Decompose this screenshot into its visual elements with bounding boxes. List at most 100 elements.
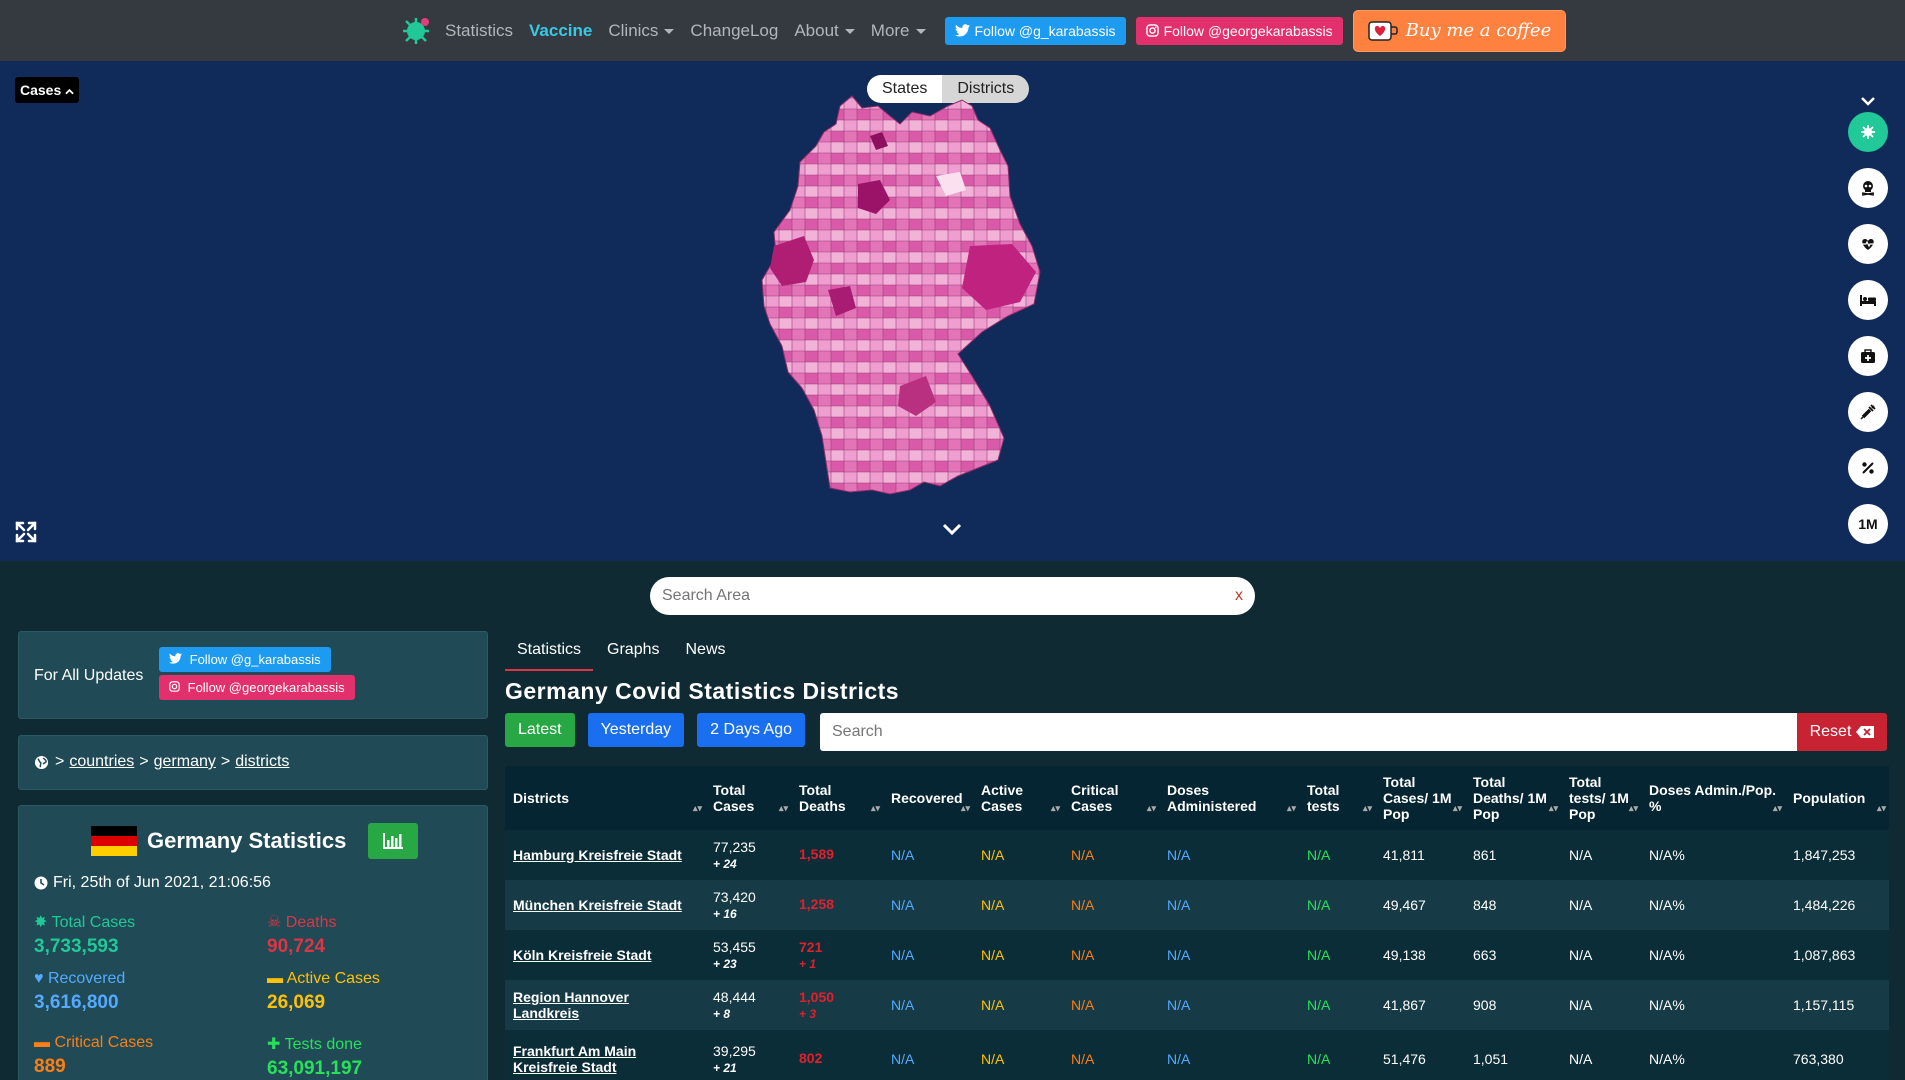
date-buttons: Latest Yesterday 2 Days Ago <box>505 713 818 747</box>
col-tests-per-million[interactable]: Total tests/ 1M Pop ▴▾ <box>1561 766 1641 830</box>
district-link[interactable]: Frankfurt Am Main Kreisfreie Stadt <box>513 1043 637 1075</box>
metric-percent-button[interactable] <box>1848 448 1888 488</box>
nav-statistics[interactable]: Statistics <box>445 20 514 40</box>
collapse-chevron-icon[interactable] <box>1860 96 1876 106</box>
col-label: Total tests/ 1M Pop <box>1569 774 1629 822</box>
nav-more[interactable]: More <box>871 21 926 41</box>
sort-icon: ▴▾ <box>692 803 702 813</box>
cell-deaths-per-million: 1,051 <box>1465 1030 1561 1080</box>
stat-total-cases-label: Total Cases <box>51 914 136 931</box>
navbar: Statistics Vaccine Clinics ChangeLog Abo… <box>0 0 1905 61</box>
toggle-districts[interactable]: Districts <box>942 75 1030 103</box>
sort-icon: ▴▾ <box>1286 803 1296 813</box>
metric-dropdown[interactable]: Cases <box>15 77 80 103</box>
col-doses-administered[interactable]: Doses Administered ▴▾ <box>1159 766 1299 830</box>
clear-search-button[interactable]: x <box>1235 587 1243 604</box>
cell-tests-per-million: N/A <box>1561 930 1641 980</box>
breadcrumb-sep: > <box>139 753 149 770</box>
metric-deaths-button[interactable] <box>1848 168 1888 208</box>
level-toggle: States Districts <box>867 75 1030 103</box>
breadcrumb-sep: > <box>55 753 65 770</box>
medkit-icon <box>1861 348 1875 363</box>
germany-choropleth-map[interactable] <box>740 76 1080 521</box>
cell-critical: N/A <box>1063 930 1159 980</box>
metric-vaccine-button[interactable] <box>1848 392 1888 432</box>
nav-about[interactable]: About <box>794 21 855 41</box>
instagram-follow-button-small[interactable]: Follow @georgekarabassis <box>159 675 355 700</box>
skull-icon: ☠ <box>267 914 282 931</box>
stat-tests-value: 63,091,197 <box>267 1058 363 1079</box>
twitter-icon <box>169 653 182 664</box>
instagram-follow-small-label: Follow @georgekarabassis <box>187 680 345 695</box>
cell-deaths-per-million: 908 <box>1465 980 1561 1030</box>
twitter-follow-button-small[interactable]: Follow @g_karabassis <box>159 647 331 672</box>
district-link[interactable]: Hamburg Kreisfreie Stadt <box>513 847 682 863</box>
fullscreen-expand-icon[interactable] <box>15 521 37 543</box>
col-population[interactable]: Population ▴▾ <box>1785 766 1889 830</box>
district-link[interactable]: Köln Kreisfreie Stadt <box>513 947 652 963</box>
stat-deaths-value: 90,724 <box>267 936 326 957</box>
breadcrumb-districts[interactable]: districts <box>235 753 290 770</box>
country-stats-title: Germany Statistics <box>147 828 347 853</box>
col-cases-per-million[interactable]: Total Cases/ 1M Pop ▴▾ <box>1375 766 1465 830</box>
sort-icon: ▴▾ <box>1548 803 1558 813</box>
metric-active-button[interactable] <box>1848 280 1888 320</box>
heartbeat-icon <box>1862 239 1874 250</box>
chevron-down-icon[interactable] <box>942 523 962 535</box>
breadcrumb-countries[interactable]: countries <box>69 753 135 770</box>
updates-panel: For All Updates Follow @g_karabassis Fol… <box>18 631 488 719</box>
col-doses-percent[interactable]: Doses Admin./Pop. % ▴▾ <box>1641 766 1785 830</box>
toggle-states[interactable]: States <box>867 75 943 103</box>
coffee-cup-icon <box>1367 20 1398 41</box>
tab-statistics[interactable]: Statistics <box>505 638 594 671</box>
twitter-follow-button[interactable]: Follow @g_karabassis <box>944 16 1126 45</box>
stat-active: ▬ Active Cases 26,069 <box>267 970 380 1014</box>
tab-graphs[interactable]: Graphs <box>607 641 660 658</box>
district-link[interactable]: Region Hannover Landkreis <box>513 989 629 1021</box>
two-days-ago-button[interactable]: 2 Days Ago <box>697 713 805 747</box>
chart-button[interactable] <box>368 823 418 859</box>
col-total-cases[interactable]: Total Cases ▴▾ <box>705 766 791 830</box>
buy-coffee-button[interactable]: Buy me a coffee <box>1352 9 1567 52</box>
tab-news[interactable]: News <box>685 641 726 658</box>
col-critical-cases[interactable]: Critical Cases ▴▾ <box>1063 766 1159 830</box>
col-total-tests[interactable]: Total tests ▴▾ <box>1299 766 1375 830</box>
table-search-input[interactable] <box>832 723 1797 741</box>
dark-region-saxony <box>962 244 1036 310</box>
cell-tests: N/A <box>1299 930 1375 980</box>
total-deaths-value: 1,050 <box>799 989 835 1005</box>
globe-icon[interactable] <box>34 755 49 770</box>
cell-cases-per-million: 41,867 <box>1375 980 1465 1030</box>
col-active-cases[interactable]: Active Cases ▴▾ <box>973 766 1063 830</box>
cell-critical: N/A <box>1063 980 1159 1030</box>
metric-cases-button[interactable] <box>1848 112 1888 152</box>
col-total-deaths[interactable]: Total Deaths ▴▾ <box>791 766 883 830</box>
cell-population: 1,157,115 <box>1785 980 1889 1030</box>
nav-clinics[interactable]: Clinics <box>608 21 675 41</box>
metric-per-million-button[interactable]: 1M <box>1848 504 1888 544</box>
cell-recovered: N/A <box>883 880 973 930</box>
bed-icon: ▬ <box>267 970 283 987</box>
col-recovered[interactable]: Recovered ▴▾ <box>883 766 973 830</box>
metric-tests-button[interactable] <box>1848 336 1888 376</box>
virus-logo-icon[interactable] <box>401 16 431 46</box>
cell-doses-percent: N/A% <box>1641 980 1785 1030</box>
breadcrumb-germany[interactable]: germany <box>153 753 216 770</box>
latest-button[interactable]: Latest <box>505 713 575 747</box>
reset-button[interactable]: Reset <box>1797 713 1887 751</box>
col-districts[interactable]: Districts ▴▾ <box>505 766 705 830</box>
col-deaths-per-million[interactable]: Total Deaths/ 1M Pop ▴▾ <box>1465 766 1561 830</box>
cell-total-cases: 39,295 + 21 <box>705 1030 791 1080</box>
total-deaths-value: 1,589 <box>799 846 835 862</box>
total-cases-value: 48,444 <box>713 989 756 1005</box>
nav-vaccine[interactable]: Vaccine <box>529 20 593 40</box>
new-cases-value: + 24 <box>713 857 737 871</box>
district-link[interactable]: München Kreisfreie Stadt <box>513 897 682 913</box>
yesterday-button[interactable]: Yesterday <box>587 713 685 747</box>
nav-changelog[interactable]: ChangeLog <box>690 20 779 40</box>
cell-total-cases: 53,455 + 23 <box>705 930 791 980</box>
metric-recovered-button[interactable] <box>1848 224 1888 264</box>
col-label: Critical Cases <box>1071 782 1119 814</box>
instagram-follow-button[interactable]: Follow @georgekarabassis <box>1135 16 1343 45</box>
area-search-input[interactable] <box>662 587 1235 605</box>
